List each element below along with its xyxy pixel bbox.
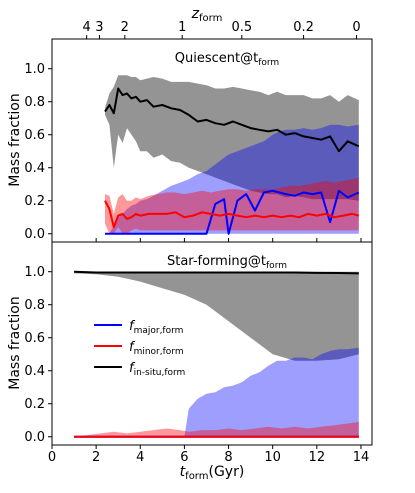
y-tick-label: 0.6 [24,128,45,143]
panel-star-forming-title: Star-forming@tform [167,254,287,271]
panel-star-forming: Star-forming@tform 0.0 0.2 0.4 0.6 0.8 1.0 [24,241,373,446]
band-minor-panel1 [74,421,359,437]
legend-label-main: f [129,340,136,355]
x-tick-label: 14 [353,450,370,465]
panel-quiescent: Quiescent@tform 0.0 0.2 0.4 0.6 0.8 1.0 [24,38,373,243]
legend-label-main: f [129,319,136,334]
band-insitu-panel1 [74,271,359,361]
band-major-panel0 [105,124,359,234]
top-tick-label: 0.2 [293,20,314,35]
legend-label: fin-situ,form [129,361,185,378]
legend-label: fmajor,form [129,319,183,336]
y-tick-label: 0.8 [24,298,45,313]
x-tick-label: 12 [309,450,326,465]
legend-label-sub: in-situ,form [134,368,186,378]
x-tick-label: 0 [48,450,56,465]
y-tick-label: 0.0 [24,430,45,445]
y-tick-label: 0.4 [24,364,45,379]
legend-label-main: f [129,361,136,376]
y-tick-label: 1.0 [24,62,45,77]
band-minor-panel0 [105,177,359,234]
y-tick-label: 0.8 [24,95,45,110]
panel-star-forming-title-sub: form [266,261,287,271]
panel-quiescent-title-main: Quiescent@t [175,51,258,66]
x-axis-label-main: t [180,464,186,480]
y-tick-label: 0.6 [24,331,45,346]
y-tick-label: 0.0 [24,227,45,242]
x-axis-label-suffix: (Gyr) [209,464,245,480]
top-tick-label: 4 [83,20,91,35]
top-axis-label-main: z [191,6,200,22]
x-tick-label: 8 [224,450,232,465]
panel-star-forming-title-main: Star-forming@t [167,254,266,269]
top-tick-label: 2 [121,20,129,35]
x-tick-label: 6 [180,450,188,465]
legend-label: fminor,form [129,340,184,357]
line-major-panel0 [105,189,360,235]
y-tick-label: 0.2 [24,397,45,412]
top-axis-label-sub: form [199,13,222,24]
panel-star-forming-frame [51,241,373,446]
top-axis-label: zform [191,6,223,24]
top-tick-label: 3 [95,20,103,35]
legend-label-sub: minor,form [134,347,184,357]
x-axis-label-sub: form [185,471,208,482]
y-tick-label: 0.2 [24,194,45,209]
y-axis-label-bottom: Mass fraction [7,296,23,389]
legend-label-sub: major,form [134,326,184,336]
x-tick-label: 2 [92,450,100,465]
top-axis-ticks: 4 3 2 1 0.5 0.2 0 [83,20,361,39]
x-tick-label: 10 [264,450,281,465]
top-tick-label: 0 [352,20,360,35]
x-axis-label: tform(Gyr) [180,464,245,482]
x-axis-ticks: 0 2 4 6 8 10 12 14 [48,238,369,465]
top-tick-label: 1 [178,20,186,35]
line-insitu-panel0 [104,87,360,153]
top-tick-label: 0.5 [231,20,252,35]
band-major-panel1 [74,347,359,437]
panel-quiescent-title-sub: form [258,58,279,68]
y-tick-label: 1.0 [24,265,45,280]
y-tick-label: 0.4 [24,161,45,176]
line-minor-panel0 [104,200,360,229]
line-insitu-panel1 [74,270,359,275]
panel-quiescent-title: Quiescent@tform [175,51,279,68]
y-axis-label-top: Mass fraction [7,93,23,186]
x-tick-label: 4 [136,450,144,465]
